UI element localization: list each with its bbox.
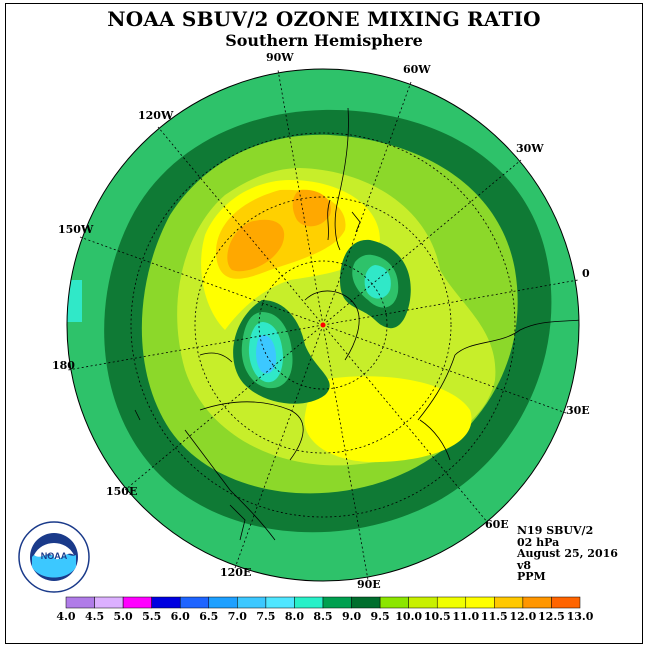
longitude-labels: 90W 60W 120W 30W 150W 0 180 30E 150E 60E… <box>52 51 590 591</box>
map-border <box>66 68 580 582</box>
lon-label-150e: 150E <box>106 485 137 498</box>
contour-low2-core <box>256 335 277 374</box>
info-level: 02 hPa <box>517 535 560 549</box>
south-pole-marker <box>320 322 326 328</box>
info-date: August 25, 2016 <box>517 547 618 560</box>
info-version: v8 <box>517 558 532 572</box>
lon-label-120w: 120W <box>138 109 174 122</box>
info-block: N19 SBUV/2 02 hPa August 25, 2016 v8 PPM <box>517 525 618 583</box>
lon-label-0: 0 <box>582 267 590 280</box>
contour-11-0 <box>227 219 285 272</box>
lon-label-120e: 120E <box>220 566 251 579</box>
map-title: NOAA SBUV/2 OZONE MIXING RATIO <box>107 7 541 31</box>
lon-label-30e: 30E <box>566 404 590 417</box>
lon-label-150w: 150W <box>58 223 94 236</box>
info-satellite: N19 SBUV/2 <box>517 524 594 537</box>
lon-label-60w: 60W <box>403 63 431 76</box>
lon-label-60e: 60E <box>485 518 509 531</box>
lon-label-90e: 90E <box>357 578 381 591</box>
map-subtitle: Southern Hemisphere <box>225 31 423 50</box>
logo-text: NOAA <box>41 551 68 561</box>
figure-frame <box>5 3 643 644</box>
graticule <box>67 69 579 581</box>
lon-label-180: 180 <box>52 359 75 372</box>
contour-low1-inner <box>364 265 391 299</box>
contour-10-0b <box>304 376 472 463</box>
coastlines <box>134 107 579 541</box>
noaa-logo: NOAA <box>18 521 90 593</box>
info-units: PPM <box>517 570 546 583</box>
ozone-contours <box>67 69 579 581</box>
contour-edge-7-5 <box>67 280 82 322</box>
lon-label-30w: 30W <box>516 142 544 155</box>
lon-label-90w: 90W <box>266 51 294 64</box>
